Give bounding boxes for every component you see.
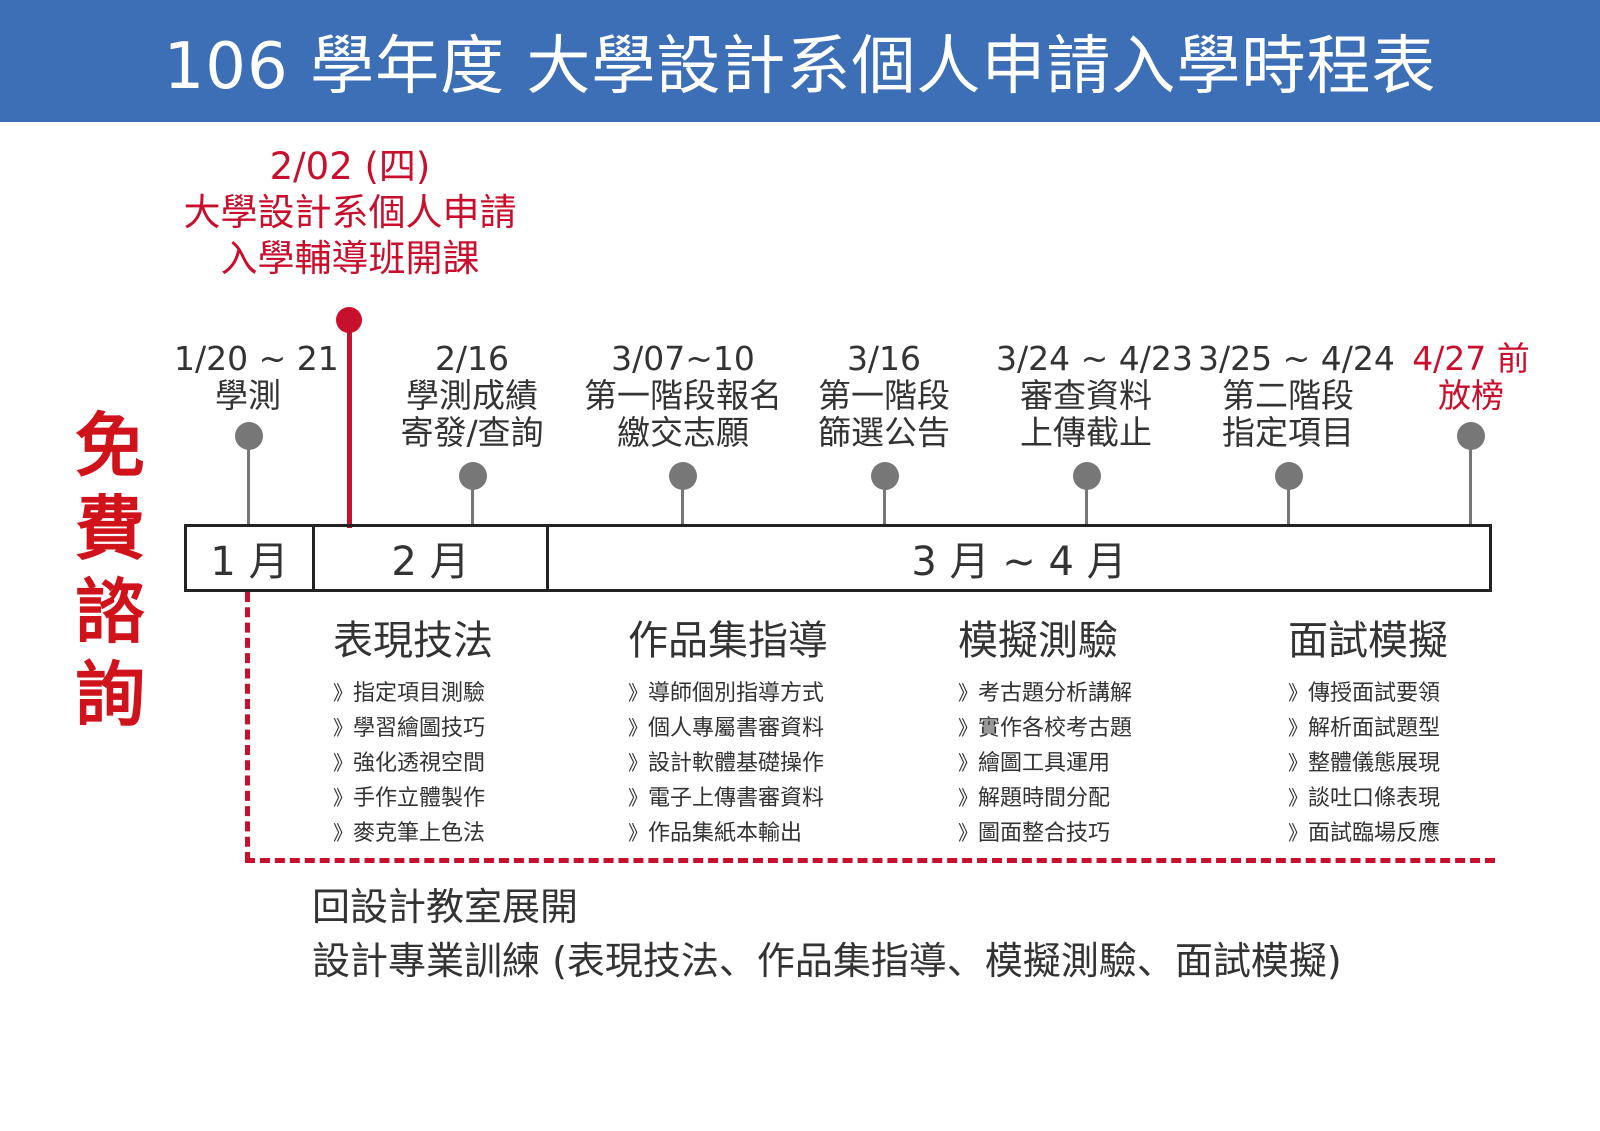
event-pin <box>1073 462 1101 490</box>
course-item: 解題時間分配 <box>958 781 1132 816</box>
event-text: 繳交志願 <box>617 413 749 452</box>
event-pin <box>871 462 899 490</box>
event-pin <box>235 422 263 450</box>
event-text: 第一階段 <box>818 376 950 415</box>
event-text: 寄發/查詢 <box>400 413 544 452</box>
highlight-event-line2: 入學輔導班開課 <box>220 237 480 280</box>
event-pin-stem <box>247 436 250 526</box>
page-title: 106 學年度 大學設計系個人申請入學時程表 <box>163 30 1437 104</box>
side-label-char: 費 <box>75 488 145 570</box>
course-title: 面試模擬 <box>1288 618 1448 664</box>
highlight-event-stem <box>347 318 352 528</box>
course-item-list: 傳授面試要領 解析面試題型 整體儀態展現 談吐口條表現 面試臨場反應 <box>1288 676 1448 851</box>
course-item: 實作各校考古題 <box>958 711 1132 746</box>
course-item-list: 指定項目測驗 學習繪圖技巧 強化透視空間 手作立體製作 麥克筆上色法 <box>333 676 493 851</box>
footer-line2: 設計專業訓練 (表現技法、作品集指導、模擬測驗、面試模擬) <box>312 939 1342 983</box>
month-label: 3 月 ~ 4 月 <box>911 539 1127 585</box>
highlight-event-label: 2/02 (四) 大學設計系個人申請 入學輔導班開課 <box>140 144 560 282</box>
month-segment: 1 月 <box>187 524 312 592</box>
event-date: 1/20 ~ 21 <box>174 339 339 378</box>
month-bar <box>184 524 1492 592</box>
event-text: 放榜 <box>1438 376 1504 415</box>
course-item: 指定項目測驗 <box>333 676 493 711</box>
month-segment: 2 月 <box>312 524 546 592</box>
header-bar: 106 學年度 大學設計系個人申請入學時程表 <box>0 0 1600 122</box>
event-pin <box>459 462 487 490</box>
course-title: 表現技法 <box>333 618 493 664</box>
event-pin <box>1275 462 1303 490</box>
event-pin-stem <box>471 476 474 526</box>
month-label: 2 月 <box>391 539 470 585</box>
course-item: 導師個別指導方式 <box>628 676 828 711</box>
event-pin-stem <box>1469 436 1472 526</box>
month-label: 1 月 <box>210 539 289 585</box>
course-item: 個人專屬書審資料 <box>628 711 828 746</box>
course-item-list: 考古題分析講解 實作各校考古題 繪圖工具運用 解題時間分配 圖面整合技巧 <box>958 676 1132 851</box>
side-label-char: 免 <box>75 405 145 487</box>
side-label-char: 詢 <box>75 654 145 736</box>
event-date: 3/24 ~ 4/23 <box>996 339 1193 378</box>
course-item: 麥克筆上色法 <box>333 816 493 851</box>
event-text: 學測成績 <box>406 376 538 415</box>
dashed-connector-horizontal <box>245 858 1495 863</box>
course-item: 面試臨場反應 <box>1288 816 1448 851</box>
event-pin-stem <box>1085 476 1088 526</box>
course-item: 圖面整合技巧 <box>958 816 1132 851</box>
course-item: 電子上傳書審資料 <box>628 781 828 816</box>
course-block: 面試模擬 傳授面試要領 解析面試題型 整體儀態展現 談吐口條表現 面試臨場反應 <box>1288 608 1448 851</box>
course-item: 設計軟體基礎操作 <box>628 746 828 781</box>
footer-text: 回設計教室展開 設計專業訓練 (表現技法、作品集指導、模擬測驗、面試模擬) <box>312 880 1342 988</box>
course-item: 學習繪圖技巧 <box>333 711 493 746</box>
highlight-event-pin <box>336 307 362 333</box>
event-pin-stem <box>681 476 684 526</box>
event-label: 3/07~10 第一階段報名 繳交志願 <box>578 340 788 451</box>
course-block: 作品集指導 導師個別指導方式 個人專屬書審資料 設計軟體基礎操作 電子上傳書審資… <box>628 608 828 851</box>
event-date: 3/07~10 <box>611 339 755 378</box>
event-date: 4/27 前 <box>1412 339 1530 378</box>
course-item: 解析面試題型 <box>1288 711 1448 746</box>
event-label: 3/25 ~ 4/24 第二階段 指定項目 <box>1198 339 1395 452</box>
event-text: 第二階段 <box>1222 376 1354 415</box>
dashed-connector-vertical <box>245 592 250 862</box>
event-pin-stem <box>883 476 886 526</box>
event-text: 審查資料 <box>1020 376 1152 415</box>
course-item: 作品集紙本輸出 <box>628 816 828 851</box>
event-date: 3/25 ~ 4/24 <box>1198 339 1395 378</box>
course-item: 整體儀態展現 <box>1288 746 1448 781</box>
event-pin <box>669 462 697 490</box>
event-text: 指定項目 <box>1222 413 1354 452</box>
event-label: 3/16 第一階段 篩選公告 <box>804 340 964 451</box>
highlight-event-line1: 大學設計系個人申請 <box>183 191 517 234</box>
free-consultation-label: 免 費 諮 詢 <box>68 405 152 737</box>
event-pin <box>1457 422 1485 450</box>
event-date: 2/16 <box>434 339 510 378</box>
highlight-event-date: 2/02 (四) <box>269 145 431 188</box>
course-item: 繪圖工具運用 <box>958 746 1132 781</box>
event-label: 1/20 ~ 21 學測 <box>174 339 339 415</box>
course-block: 模擬測驗 考古題分析講解 實作各校考古題 繪圖工具運用 解題時間分配 圖面整合技… <box>958 608 1132 851</box>
course-block: 表現技法 指定項目測驗 學習繪圖技巧 強化透視空間 手作立體製作 麥克筆上色法 <box>333 608 493 851</box>
event-pin-stem <box>1287 476 1290 526</box>
course-item: 談吐口條表現 <box>1288 781 1448 816</box>
event-text: 學測 <box>215 376 281 415</box>
course-item: 強化透視空間 <box>333 746 493 781</box>
event-label: 4/27 前 放榜 <box>1408 340 1534 414</box>
event-date: 3/16 <box>846 339 922 378</box>
course-item-list: 導師個別指導方式 個人專屬書審資料 設計軟體基礎操作 電子上傳書審資料 作品集紙… <box>628 676 828 851</box>
course-title: 作品集指導 <box>628 618 828 664</box>
month-segment: 3 月 ~ 4 月 <box>546 524 1489 592</box>
event-text: 篩選公告 <box>818 413 950 452</box>
course-title: 模擬測驗 <box>958 618 1118 664</box>
event-text: 上傳截止 <box>1020 413 1152 452</box>
course-item: 手作立體製作 <box>333 781 493 816</box>
side-label-char: 諮 <box>75 571 145 653</box>
event-label: 3/24 ~ 4/23 審查資料 上傳截止 <box>996 339 1193 452</box>
event-text: 第一階段報名 <box>584 376 782 415</box>
footer-line1: 回設計教室展開 <box>312 885 579 929</box>
course-item: 考古題分析講解 <box>958 676 1132 711</box>
event-label: 2/16 學測成績 寄發/查詢 <box>392 340 552 451</box>
course-item: 傳授面試要領 <box>1288 676 1448 711</box>
